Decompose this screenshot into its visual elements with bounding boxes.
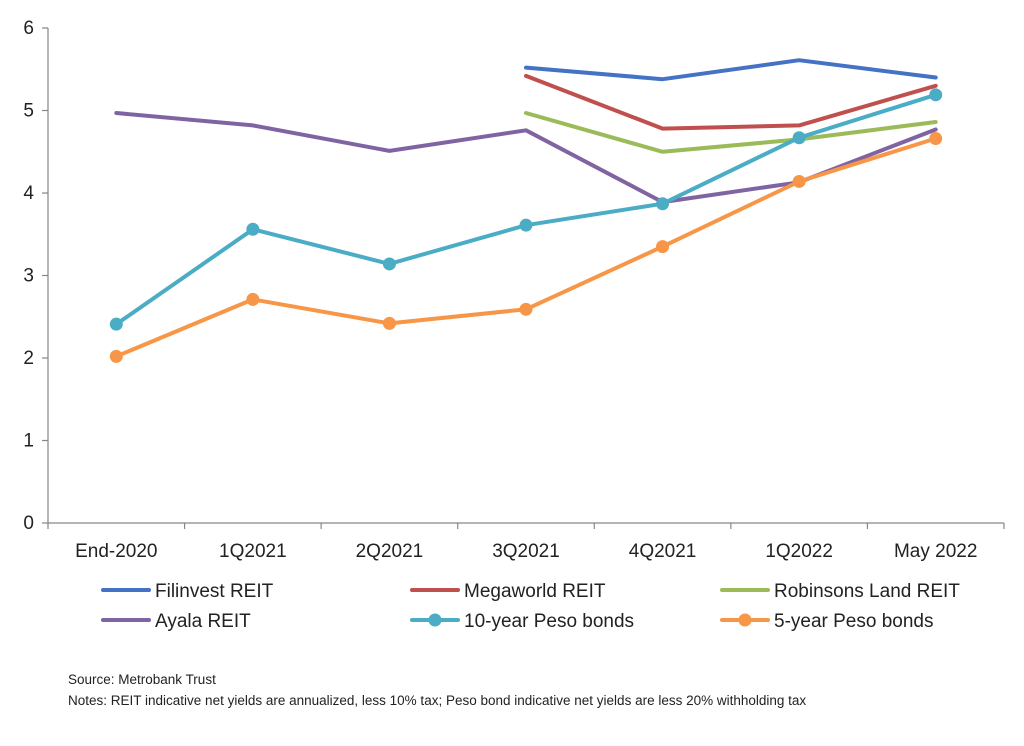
x-tick-label: 1Q2021 [219, 541, 287, 562]
series-line-5-year-peso-bonds [114, 136, 938, 359]
y-tick-label: 3 [23, 266, 34, 287]
legend-label-ayala-reit: Ayala REIT [155, 611, 251, 632]
data-point-5-year-peso-bonds [656, 240, 670, 254]
x-tick-label: 3Q2021 [492, 541, 560, 562]
data-point-5-year-peso-bonds [246, 292, 260, 306]
x-tick-label: 2Q2021 [356, 541, 424, 562]
y-tick-label: 1 [23, 431, 34, 452]
chart-axes [42, 27, 1005, 529]
series-markers [109, 88, 943, 363]
x-axis-tick-labels: End-2020 1Q2021 2Q2021 3Q2021 4Q2021 1Q2022 Ma… [75, 541, 977, 562]
data-point-5-year-peso-bonds [382, 316, 396, 330]
x-tick-label: May 2022 [894, 541, 977, 562]
data-point-10-year-peso-bonds [382, 257, 396, 271]
x-tick-label: 1Q2022 [765, 541, 833, 562]
y-tick-label: 5 [23, 101, 34, 122]
y-tick-label: 0 [23, 513, 34, 534]
line-chart: 0 1 2 3 4 5 6 End-2020 1Q2021 2Q2021 3Q2021 4Q2021… [23, 18, 1005, 632]
legend-label-10-year-peso-bonds: 10-year Peso bonds [464, 611, 634, 632]
y-tick-label: 2 [23, 348, 34, 369]
notes-text: Notes: REIT indicative net yields are an… [68, 693, 807, 708]
data-point-5-year-peso-bonds [929, 132, 943, 146]
data-point-10-year-peso-bonds [656, 197, 670, 211]
series-line-ayala-reit [114, 111, 938, 205]
data-point-5-year-peso-bonds [519, 302, 533, 316]
source-note: Source: Metrobank Trust [68, 672, 216, 687]
series-line-megaworld-reit [524, 73, 938, 131]
data-point-10-year-peso-bonds [109, 317, 123, 331]
legend-marker-10-year-peso-bonds [428, 613, 442, 627]
data-point-10-year-peso-bonds [929, 88, 943, 102]
data-point-5-year-peso-bonds [109, 349, 123, 363]
y-axis-tick-labels: 0 1 2 3 4 5 6 [23, 18, 34, 534]
y-tick-label: 4 [23, 183, 34, 204]
series-line-filinvest-reit [524, 58, 938, 82]
chart-footnotes: Source: Metrobank Trust Notes: REIT indi… [68, 669, 806, 711]
legend-label-robinsons-land-reit: Robinsons Land REIT [774, 581, 960, 602]
y-tick-label: 6 [23, 18, 34, 39]
chart-legend: Filinvest REIT Megaworld REIT Robinsons La… [101, 581, 960, 632]
legend-label-5-year-peso-bonds: 5-year Peso bonds [774, 611, 934, 632]
series-line-robinsons-land-reit [524, 111, 938, 154]
data-point-10-year-peso-bonds [246, 222, 260, 236]
legend-label-filinvest-reit: Filinvest REIT [155, 581, 274, 602]
x-tick-label: End-2020 [75, 541, 157, 562]
legend-marker-5-year-peso-bonds [738, 613, 752, 627]
legend-label-megaworld-reit: Megaworld REIT [464, 581, 606, 602]
data-point-10-year-peso-bonds [792, 131, 806, 145]
x-tick-label: 4Q2021 [629, 541, 697, 562]
data-point-5-year-peso-bonds [792, 174, 806, 188]
data-point-10-year-peso-bonds [519, 218, 533, 232]
